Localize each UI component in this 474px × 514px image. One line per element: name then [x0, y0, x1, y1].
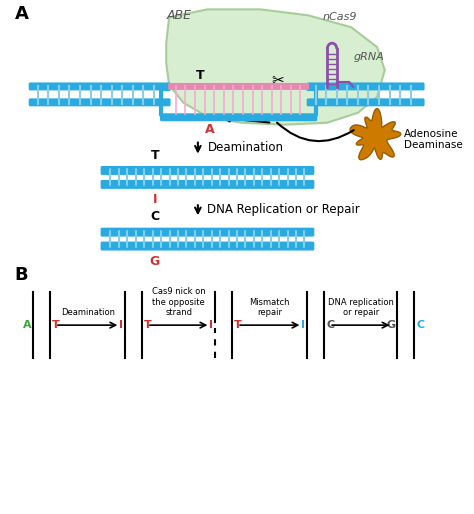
FancyBboxPatch shape: [100, 228, 314, 236]
FancyBboxPatch shape: [29, 98, 171, 106]
Text: T: T: [52, 320, 60, 330]
Text: B: B: [15, 266, 28, 284]
Text: T: T: [144, 320, 152, 330]
FancyBboxPatch shape: [160, 113, 317, 121]
Text: I: I: [301, 320, 305, 330]
Text: nCas9: nCas9: [322, 12, 357, 22]
FancyBboxPatch shape: [100, 166, 314, 175]
FancyBboxPatch shape: [100, 180, 314, 189]
Text: DNA replication
or repair: DNA replication or repair: [328, 298, 394, 317]
Text: ABE: ABE: [166, 9, 191, 22]
Text: T: T: [196, 69, 205, 82]
FancyBboxPatch shape: [307, 82, 425, 90]
Text: C: C: [150, 210, 159, 223]
Text: I: I: [153, 193, 157, 206]
Text: C: C: [326, 320, 335, 330]
Text: Cas9 nick on
the opposite
strand: Cas9 nick on the opposite strand: [152, 287, 206, 317]
Text: Mismatch
repair: Mismatch repair: [249, 298, 290, 317]
Text: C: C: [417, 320, 425, 330]
Text: A: A: [205, 123, 215, 136]
Text: I: I: [119, 320, 123, 330]
Text: A: A: [22, 320, 31, 330]
Text: G: G: [386, 320, 395, 330]
Text: ✂: ✂: [271, 74, 284, 88]
Text: T: T: [150, 149, 159, 161]
Text: G: G: [150, 255, 160, 268]
FancyBboxPatch shape: [307, 98, 425, 106]
Text: Deamination: Deamination: [61, 308, 115, 317]
Text: A: A: [15, 5, 29, 23]
Text: Adenosine
Deaminase: Adenosine Deaminase: [404, 129, 463, 151]
Polygon shape: [350, 108, 401, 160]
FancyBboxPatch shape: [100, 242, 314, 250]
Polygon shape: [166, 9, 385, 125]
Text: DNA Replication or Repair: DNA Replication or Repair: [208, 203, 360, 216]
FancyBboxPatch shape: [29, 82, 171, 90]
Text: Deamination: Deamination: [208, 141, 283, 154]
Text: T: T: [234, 320, 242, 330]
FancyBboxPatch shape: [168, 83, 309, 90]
Text: I: I: [209, 320, 213, 330]
Text: gRNA: gRNA: [354, 52, 385, 62]
